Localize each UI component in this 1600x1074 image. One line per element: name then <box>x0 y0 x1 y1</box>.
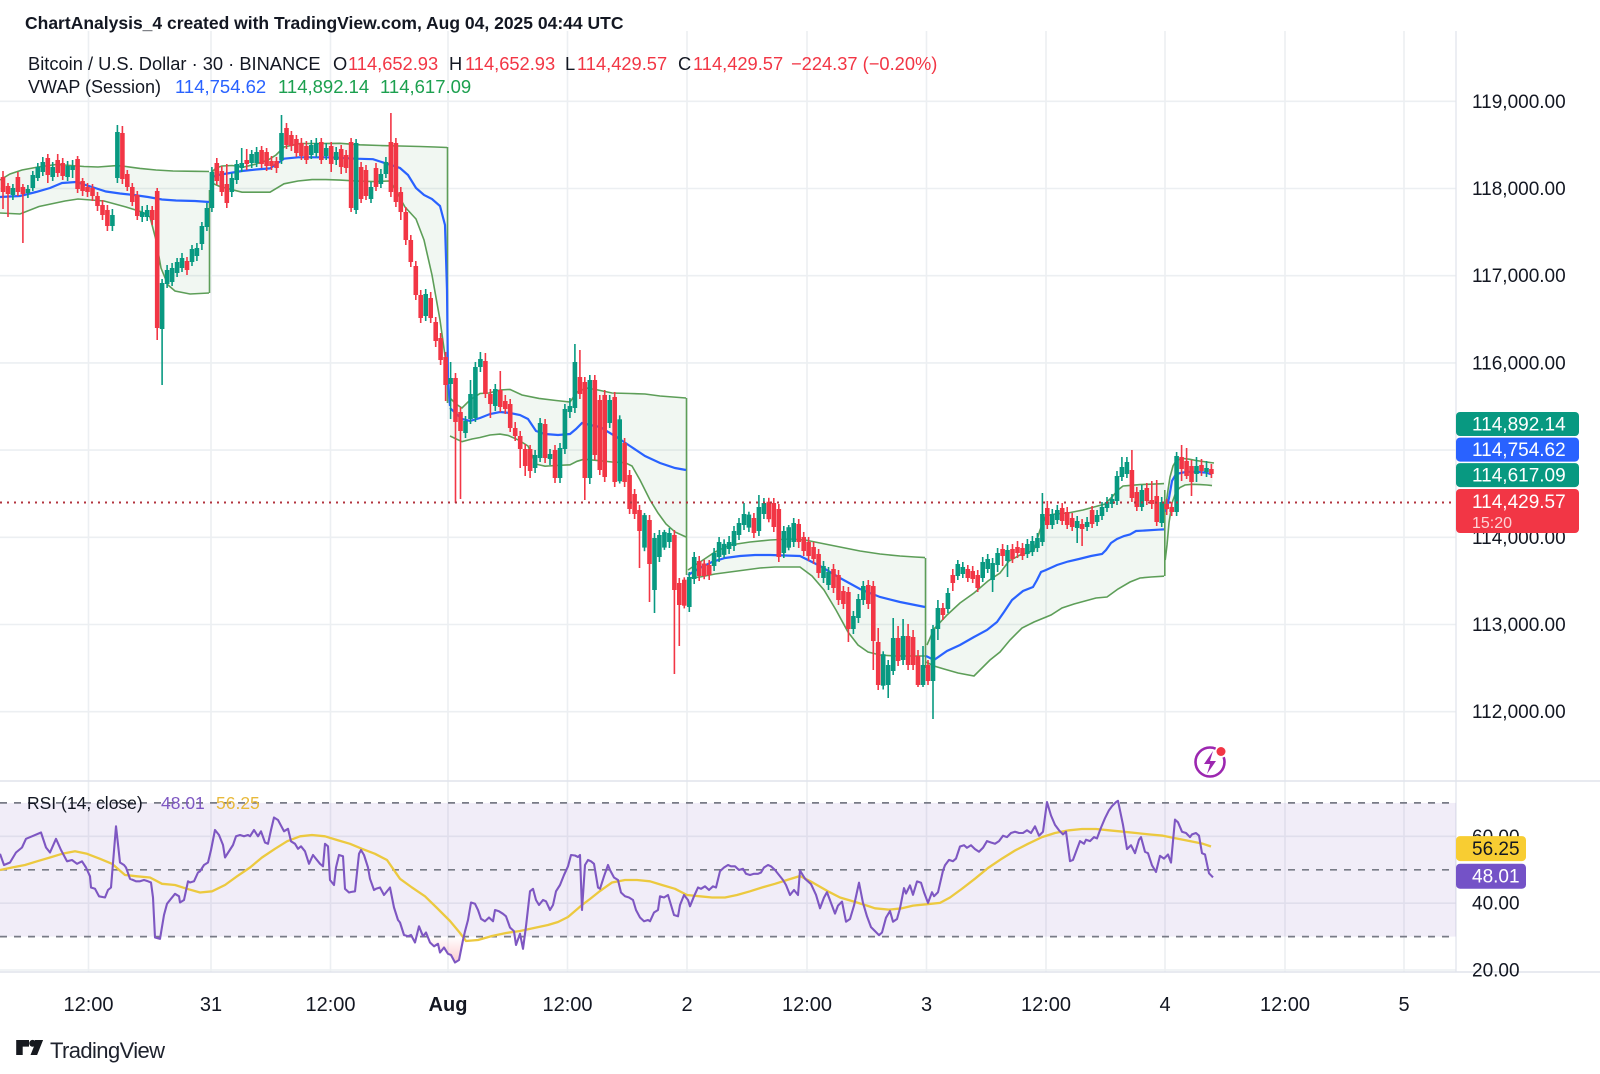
svg-text:12:00: 12:00 <box>63 994 113 1016</box>
svg-text:2: 2 <box>681 994 692 1016</box>
svg-text:ChartAnalysis_4 created with T: ChartAnalysis_4 created with TradingView… <box>25 13 624 33</box>
svg-text:RSI (14, close): RSI (14, close) <box>27 793 143 813</box>
svg-text:114,754.62: 114,754.62 <box>1472 440 1566 461</box>
svg-text:Bitcoin / U.S. Dollar · 30 · B: Bitcoin / U.S. Dollar · 30 · BINANCE <box>28 53 321 74</box>
svg-text:48.01: 48.01 <box>161 793 205 813</box>
svg-text:114,000.00: 114,000.00 <box>1472 528 1566 549</box>
svg-text:L: L <box>565 53 575 74</box>
svg-text:12:00: 12:00 <box>542 994 592 1016</box>
svg-text:3: 3 <box>921 994 932 1016</box>
svg-text:TradingView: TradingView <box>50 1038 165 1063</box>
svg-text:114,429.57: 114,429.57 <box>1472 492 1566 513</box>
svg-text:56.25: 56.25 <box>216 793 260 813</box>
svg-text:114,617.09: 114,617.09 <box>1472 466 1566 487</box>
svg-text:15:20: 15:20 <box>1472 515 1512 532</box>
svg-text:31: 31 <box>200 994 222 1016</box>
svg-text:56.25: 56.25 <box>1472 839 1520 860</box>
svg-text:H: H <box>449 53 462 74</box>
svg-text:114,429.57: 114,429.57 <box>693 53 783 74</box>
svg-text:112,000.00: 112,000.00 <box>1472 702 1566 723</box>
svg-text:114,892.14: 114,892.14 <box>1472 415 1566 436</box>
svg-text:114,652.93: 114,652.93 <box>465 53 555 74</box>
svg-text:12:00: 12:00 <box>1260 994 1310 1016</box>
svg-text:114,617.09: 114,617.09 <box>380 76 471 97</box>
svg-text:12:00: 12:00 <box>305 994 355 1016</box>
svg-text:12:00: 12:00 <box>782 994 832 1016</box>
svg-text:114,754.62: 114,754.62 <box>175 76 266 97</box>
svg-text:4: 4 <box>1159 994 1170 1016</box>
svg-text:114,429.57: 114,429.57 <box>577 53 667 74</box>
svg-text:114,892.14: 114,892.14 <box>278 76 369 97</box>
svg-text:114,652.93: 114,652.93 <box>348 53 438 74</box>
svg-text:118,000.00: 118,000.00 <box>1472 179 1566 200</box>
svg-text:117,000.00: 117,000.00 <box>1472 266 1566 287</box>
svg-text:−224.37 (−0.20%): −224.37 (−0.20%) <box>791 53 937 74</box>
svg-text:20.00: 20.00 <box>1472 961 1520 982</box>
svg-text:12:00: 12:00 <box>1021 994 1071 1016</box>
svg-text:119,000.00: 119,000.00 <box>1472 92 1566 113</box>
svg-text:O: O <box>333 53 347 74</box>
svg-text:VWAP (Session): VWAP (Session) <box>28 77 161 97</box>
svg-text:40.00: 40.00 <box>1472 894 1520 915</box>
svg-text:48.01: 48.01 <box>1472 867 1520 888</box>
svg-text:Aug: Aug <box>429 994 468 1016</box>
svg-text:116,000.00: 116,000.00 <box>1472 353 1566 374</box>
svg-text:5: 5 <box>1398 994 1409 1016</box>
svg-text:C: C <box>678 53 691 74</box>
svg-text:113,000.00: 113,000.00 <box>1472 615 1566 636</box>
